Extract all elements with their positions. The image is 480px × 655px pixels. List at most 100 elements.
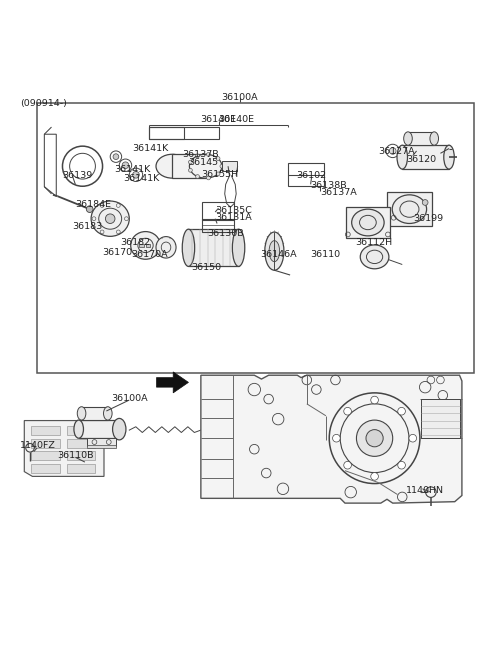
Text: 36110: 36110: [311, 250, 341, 259]
Bar: [82, 407, 108, 420]
Bar: [346, 207, 390, 238]
Text: 36137B: 36137B: [182, 150, 218, 159]
Bar: [202, 219, 234, 232]
Ellipse shape: [232, 229, 245, 267]
Bar: [67, 464, 96, 472]
Ellipse shape: [115, 420, 124, 438]
Ellipse shape: [444, 145, 454, 169]
Bar: [31, 464, 60, 472]
Circle shape: [220, 164, 224, 168]
Text: (090914-): (090914-): [21, 100, 67, 108]
Bar: [202, 202, 234, 220]
Ellipse shape: [113, 419, 126, 440]
Ellipse shape: [404, 132, 412, 145]
Text: 36102: 36102: [296, 171, 326, 180]
Text: 36138B: 36138B: [311, 181, 347, 190]
Circle shape: [357, 420, 393, 457]
Circle shape: [196, 154, 199, 158]
Circle shape: [398, 407, 406, 415]
Circle shape: [189, 160, 192, 164]
Polygon shape: [24, 421, 104, 476]
Bar: [408, 132, 434, 145]
Ellipse shape: [430, 132, 439, 145]
Bar: [87, 438, 116, 446]
Bar: [421, 399, 459, 438]
Bar: [31, 439, 60, 448]
Ellipse shape: [156, 236, 176, 258]
Text: 36182: 36182: [120, 238, 150, 247]
Ellipse shape: [77, 407, 86, 420]
Bar: [67, 451, 96, 460]
Circle shape: [371, 396, 378, 404]
Circle shape: [422, 200, 428, 205]
Text: 36141K: 36141K: [114, 164, 150, 174]
Bar: [387, 192, 432, 227]
Circle shape: [113, 154, 119, 160]
Text: 36140E: 36140E: [218, 115, 254, 124]
Bar: [189, 229, 239, 267]
Text: 36141K: 36141K: [123, 174, 159, 183]
Circle shape: [122, 162, 129, 168]
Ellipse shape: [397, 145, 408, 169]
Ellipse shape: [269, 240, 280, 261]
Text: 36100A: 36100A: [111, 394, 147, 403]
Ellipse shape: [265, 232, 284, 271]
Text: 36130B: 36130B: [207, 229, 244, 238]
Text: 36199: 36199: [413, 214, 443, 223]
Circle shape: [366, 430, 383, 447]
Circle shape: [216, 157, 220, 160]
Circle shape: [333, 434, 340, 442]
Ellipse shape: [352, 209, 384, 236]
Text: 36139: 36139: [62, 171, 93, 180]
Bar: [149, 127, 184, 138]
Ellipse shape: [131, 232, 160, 259]
Ellipse shape: [104, 407, 112, 420]
Text: 36127A: 36127A: [378, 147, 415, 157]
Ellipse shape: [91, 201, 129, 236]
Text: 36146A: 36146A: [260, 250, 297, 259]
Text: 36137A: 36137A: [320, 189, 357, 197]
Bar: [149, 127, 218, 138]
Text: 36150: 36150: [192, 263, 221, 272]
Circle shape: [206, 153, 210, 157]
Polygon shape: [201, 375, 462, 503]
Text: 36131A: 36131A: [215, 214, 252, 222]
Circle shape: [371, 472, 378, 480]
Bar: [67, 426, 96, 436]
Bar: [172, 155, 205, 178]
Text: 36155H: 36155H: [201, 170, 238, 179]
Circle shape: [398, 461, 406, 469]
Text: 36110B: 36110B: [58, 451, 94, 460]
Ellipse shape: [190, 155, 222, 178]
Text: 36135C: 36135C: [215, 206, 252, 215]
Circle shape: [189, 168, 192, 172]
Text: 36170: 36170: [103, 248, 132, 257]
Circle shape: [409, 434, 417, 442]
Bar: [222, 161, 237, 171]
Text: 36184E: 36184E: [75, 200, 111, 209]
Circle shape: [132, 172, 139, 178]
Bar: [67, 439, 96, 448]
Circle shape: [86, 206, 93, 212]
Ellipse shape: [156, 155, 189, 178]
Text: 36141K: 36141K: [132, 144, 169, 153]
Circle shape: [106, 214, 115, 223]
Bar: [145, 244, 150, 248]
Text: 36145: 36145: [189, 159, 218, 168]
Circle shape: [344, 461, 351, 469]
Text: 36120: 36120: [406, 155, 436, 164]
Bar: [87, 445, 116, 448]
Circle shape: [196, 175, 199, 178]
Circle shape: [216, 172, 220, 176]
Ellipse shape: [392, 195, 427, 223]
Text: 1140HN: 1140HN: [406, 486, 444, 495]
Ellipse shape: [182, 229, 195, 267]
Bar: [31, 426, 60, 436]
Circle shape: [344, 407, 351, 415]
Circle shape: [389, 147, 396, 155]
Text: 36112H: 36112H: [356, 238, 393, 247]
Text: 36140E: 36140E: [201, 115, 237, 124]
Ellipse shape: [360, 245, 389, 269]
Bar: [288, 163, 324, 186]
Text: 36170A: 36170A: [131, 250, 168, 259]
